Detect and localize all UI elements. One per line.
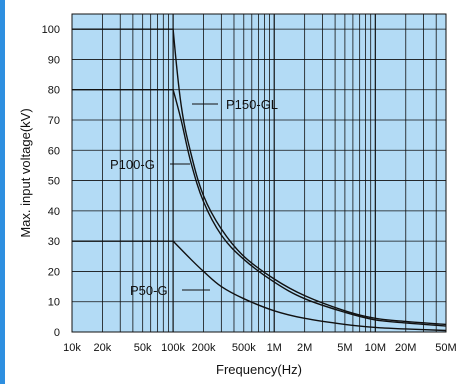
- y-axis-label: Max. input voltage(kV): [18, 108, 33, 237]
- y-tick-label: 10: [48, 297, 60, 309]
- x-tick-label: 10M: [365, 342, 386, 354]
- series-line-p50-g: [72, 240, 447, 332]
- series-label-p50-g: P50-G: [130, 283, 210, 298]
- y-tick-label: 100: [42, 24, 60, 36]
- x-tick-label: 10k: [63, 342, 81, 354]
- series-label-text-p50-g: P50-G: [130, 283, 168, 298]
- x-tick-label: 5M: [337, 342, 352, 354]
- y-tick-label: 40: [48, 206, 60, 218]
- x-tick-label: 2M: [297, 342, 312, 354]
- y-tick-label: 60: [48, 145, 60, 157]
- series-label-text-p100-g: P100-G: [110, 157, 155, 172]
- series-label-p100-g: P100-G: [110, 157, 190, 172]
- plot-area: [72, 14, 446, 332]
- y-tick-label: 50: [48, 176, 60, 188]
- y-tick-labels: 0 10 20 30 40 50 60 70 80 90 100: [42, 24, 60, 339]
- x-axis-label: Frequency(Hz): [216, 362, 302, 377]
- series-label-p150-gl: P150-GL: [192, 97, 278, 112]
- x-tick-label: 50k: [134, 342, 152, 354]
- x-tick-label: 50M: [435, 342, 456, 354]
- plot-frame: [71, 13, 447, 333]
- x-tick-labels: 10k 20k 50k 100k 200k 500k 1M 2M 5M 10M 20M 50M: [63, 342, 457, 354]
- y-tick-label: 0: [54, 327, 60, 339]
- x-tick-label: 1M: [267, 342, 282, 354]
- y-tick-label: 20: [48, 266, 60, 278]
- x-tick-label: 100k: [161, 342, 185, 354]
- x-tick-label: 500k: [232, 342, 256, 354]
- grid: [72, 14, 446, 332]
- y-tick-label: 70: [48, 115, 60, 127]
- edge-accent-bar: [0, 0, 5, 384]
- series-group: [72, 28, 447, 332]
- series-label-text-p150-gl: P150-GL: [226, 97, 278, 112]
- y-tick-label: 90: [48, 54, 60, 66]
- x-tick-label: 20M: [395, 342, 416, 354]
- x-tick-label: 200k: [192, 342, 216, 354]
- y-tick-label: 30: [48, 236, 60, 248]
- x-tick-label: 20k: [94, 342, 112, 354]
- series-line-p150-gl: [72, 28, 447, 326]
- series-line-p100-g: [72, 89, 447, 327]
- y-tick-label: 80: [48, 85, 60, 97]
